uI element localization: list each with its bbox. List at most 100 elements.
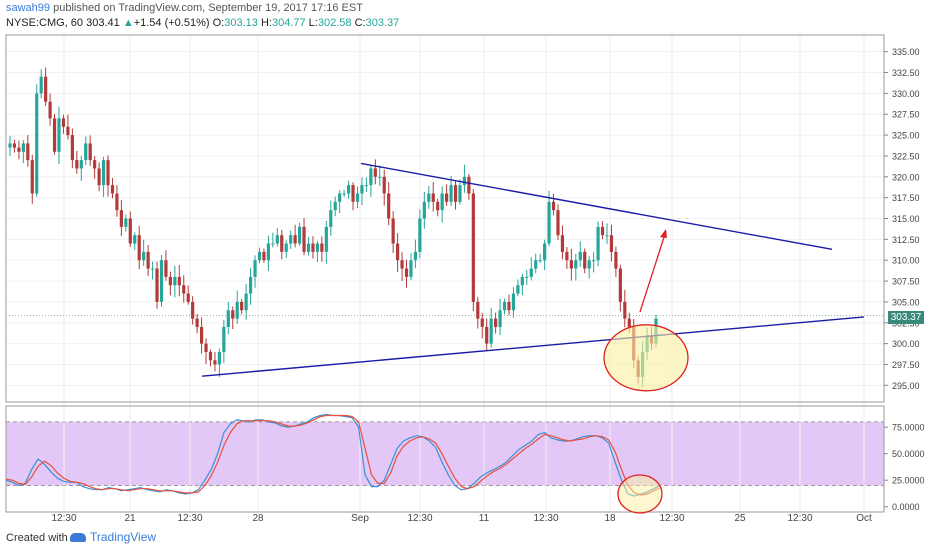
candle <box>618 264 622 312</box>
candle <box>137 225 141 270</box>
candle <box>578 241 582 267</box>
candle-body <box>182 285 186 294</box>
candle-body <box>52 118 57 152</box>
y-tick-label: 295.00 <box>892 381 920 391</box>
low-value: 302.58 <box>317 17 352 29</box>
y-tick-label: 327.50 <box>892 110 920 120</box>
candle-body <box>538 260 542 262</box>
candle <box>342 190 346 197</box>
candle <box>101 156 106 197</box>
candle <box>440 186 444 223</box>
stoch-tick-label: 0.0000 <box>892 502 920 512</box>
candle <box>574 253 578 281</box>
last-price: 303.41 <box>86 17 120 29</box>
candle-body <box>556 210 560 236</box>
candle-body <box>605 235 609 237</box>
candle-body <box>231 310 235 319</box>
stoch-tick-label: 75.0000 <box>892 423 925 433</box>
candle-body <box>48 101 52 119</box>
candle-body <box>213 360 217 365</box>
x-tick-label: 12:30 <box>659 513 684 524</box>
y-tick-label: 325.00 <box>892 131 920 141</box>
y-tick-label: 300.00 <box>892 339 920 349</box>
candle-body <box>142 251 146 261</box>
candle-body <box>289 235 293 244</box>
candle-body <box>128 218 132 244</box>
x-tick-label: 12:30 <box>177 513 202 524</box>
candle-body <box>623 301 627 319</box>
candle <box>338 190 342 214</box>
close-label: C: <box>354 17 366 29</box>
candle-body <box>199 326 204 344</box>
candle <box>30 154 34 204</box>
candle <box>498 298 502 336</box>
candle <box>35 84 39 197</box>
candle-body <box>75 160 79 169</box>
candle-body <box>547 201 551 244</box>
candle-body <box>489 318 493 344</box>
tradingview-logo[interactable]: TradingView <box>70 530 156 544</box>
candle-body <box>431 193 435 202</box>
candle <box>502 298 507 315</box>
candle <box>373 159 377 185</box>
candle-body <box>84 143 88 161</box>
candle <box>150 261 155 280</box>
price-chart[interactable]: 335.00 332.50 330.00 327.50 325.00 322.50 320.… <box>0 0 932 526</box>
candle <box>155 261 159 309</box>
candle-body <box>66 126 70 136</box>
candle <box>12 139 17 153</box>
y-tick-label: 332.50 <box>892 68 920 78</box>
candle-body <box>164 260 168 277</box>
candle-body <box>226 310 230 327</box>
candle-body <box>97 168 101 186</box>
projection-arrow-line <box>639 230 667 313</box>
candle <box>355 186 360 209</box>
candle <box>262 248 266 263</box>
candle <box>306 236 311 256</box>
candle <box>244 283 248 320</box>
candle <box>302 218 306 256</box>
candle-body <box>551 201 556 211</box>
candle-body <box>17 147 21 152</box>
candle-body <box>333 201 337 211</box>
candle-body <box>413 251 418 261</box>
candle <box>422 191 426 229</box>
candle <box>596 221 600 267</box>
candle <box>418 209 422 259</box>
candle <box>609 224 614 262</box>
candle <box>275 227 279 247</box>
candle-body <box>119 210 123 227</box>
highlight-ellipse <box>603 324 689 392</box>
candle-body <box>124 218 128 227</box>
candle <box>315 240 320 262</box>
candle <box>217 348 221 377</box>
candle <box>565 247 569 269</box>
candle-body <box>248 276 253 294</box>
candle-body <box>516 285 520 294</box>
candle <box>431 182 435 212</box>
candle-body <box>618 268 622 302</box>
y-tick-label: 315.00 <box>892 214 920 224</box>
candle <box>360 177 364 206</box>
candle <box>511 287 516 318</box>
candle-body <box>587 260 591 269</box>
candle-body <box>342 193 346 195</box>
stoch-tick-label: 50.0000 <box>892 449 925 459</box>
candle-body <box>88 143 92 161</box>
x-tick-label: 25 <box>734 513 746 524</box>
candle-body <box>204 343 208 352</box>
y-tick-label: 310.00 <box>892 256 920 266</box>
candle-body <box>409 260 413 277</box>
candle <box>351 182 355 211</box>
candle <box>507 294 511 316</box>
ohlc-legend: NYSE:CMG, 60 303.41 ▲+1.54 (+0.51%) O:30… <box>6 17 399 29</box>
candle-body <box>485 326 489 344</box>
candle-body <box>257 251 262 261</box>
candle <box>168 271 172 296</box>
candle <box>453 180 458 210</box>
candle-body <box>369 168 373 186</box>
candle <box>404 259 409 288</box>
candle <box>378 165 382 187</box>
author-link[interactable]: sawah99 <box>6 2 51 14</box>
candle-body <box>373 168 377 177</box>
